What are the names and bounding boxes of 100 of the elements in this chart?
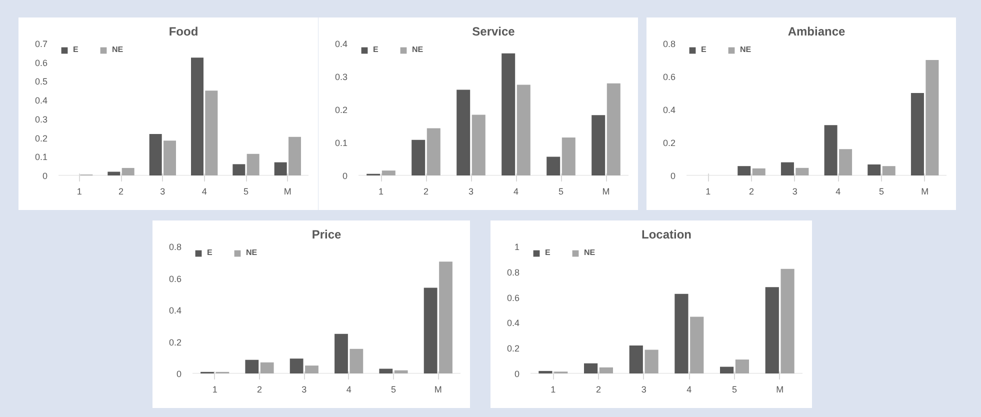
legend-label: NE: [412, 45, 424, 54]
x-tick-label: 5: [558, 186, 564, 196]
bar: [426, 128, 440, 176]
bar: [629, 346, 643, 374]
chart-title: Food: [168, 24, 198, 38]
x-tick-label: 2: [118, 186, 124, 196]
bar: [108, 172, 120, 176]
bar: [910, 93, 924, 176]
y-tick-label: 0.1: [334, 138, 348, 148]
y-tick-label: 0.2: [34, 133, 48, 144]
x-tick-label: 1: [378, 186, 384, 196]
y-tick-label: 0.7: [34, 39, 48, 49]
y-tick-label: 0.3: [334, 72, 348, 82]
bar: [584, 363, 598, 374]
bar: [720, 366, 734, 374]
y-tick-label: 0: [342, 171, 348, 181]
bar: [191, 58, 204, 176]
bar: [644, 350, 658, 374]
bar: [288, 136, 301, 176]
x-tick-label: 3: [641, 384, 646, 394]
y-tick-label: 0: [42, 171, 48, 181]
bar: [379, 368, 393, 374]
bar: [122, 168, 134, 176]
chart-title: Service: [472, 24, 516, 38]
legend-label: NE: [584, 248, 596, 257]
legend-label: E: [545, 248, 552, 257]
chart-title: Price: [312, 228, 342, 242]
y-tick-label: 0.4: [34, 96, 48, 106]
x-tick-label: 2: [748, 186, 754, 196]
x-tick-label: 4: [513, 186, 519, 196]
legend-label: E: [701, 45, 708, 54]
y-tick-label: 0.8: [662, 39, 676, 49]
bar: [824, 125, 838, 176]
x-tick-label: 3: [302, 384, 307, 394]
bar: [926, 60, 939, 176]
bar: [205, 90, 218, 176]
bar: [412, 140, 426, 176]
y-tick-label: 0.2: [334, 105, 348, 115]
x-tick-label: 5: [243, 186, 249, 196]
y-tick-label: 0.2: [506, 344, 520, 354]
y-tick-label: 0.4: [662, 105, 676, 115]
legend-label: E: [373, 45, 380, 54]
bar: [149, 134, 162, 176]
bar: [260, 362, 274, 374]
bar: [350, 348, 364, 374]
x-tick-label: M: [434, 384, 442, 394]
y-tick-label: 0.4: [334, 39, 348, 49]
bar: [502, 53, 516, 176]
bar: [882, 166, 896, 176]
bar: [735, 360, 750, 374]
y-tick-label: 0.3: [34, 114, 48, 124]
bar: [516, 84, 530, 176]
bar: [305, 366, 318, 374]
x-tick-label: 3: [468, 186, 474, 196]
bar: [382, 170, 396, 176]
bar: [562, 138, 576, 176]
bar: [538, 370, 552, 374]
y-tick-label: 0.1: [34, 152, 48, 162]
bar: [546, 156, 560, 176]
bar: [245, 360, 259, 374]
x-tick-label: 1: [76, 186, 82, 196]
x-tick-label: M: [602, 186, 610, 196]
bar: [424, 288, 438, 374]
x-tick-label: 5: [878, 186, 884, 196]
x-tick-label: 1: [550, 384, 556, 394]
x-tick-label: 2: [256, 384, 262, 394]
legend-label: E: [207, 248, 214, 257]
bar: [765, 287, 779, 374]
bar: [599, 367, 614, 374]
bar: [690, 316, 704, 374]
bar: [164, 140, 176, 176]
x-tick-label: 4: [346, 384, 352, 394]
bar: [780, 268, 794, 374]
x-tick-label: 4: [686, 384, 692, 394]
legend-label: NE: [246, 248, 258, 257]
x-tick-label: M: [776, 384, 784, 394]
x-tick-label: M: [921, 186, 929, 196]
bar: [780, 162, 794, 176]
y-tick-label: 0.8: [506, 267, 520, 278]
y-tick-label: 0: [176, 369, 182, 379]
y-tick-label: 0.2: [168, 337, 182, 348]
bar: [752, 168, 766, 176]
bar: [246, 154, 260, 176]
x-tick-label: 3: [160, 186, 166, 196]
x-tick-label: 4: [202, 186, 207, 196]
y-tick-label: 1: [514, 242, 520, 252]
bar: [472, 114, 486, 176]
y-tick-label: 0.8: [168, 242, 182, 252]
y-tick-label: 0: [670, 171, 676, 181]
y-tick-label: 0.6: [168, 274, 182, 284]
bar: [456, 90, 470, 176]
bar: [592, 115, 606, 176]
x-tick-label: 2: [423, 186, 429, 196]
bar: [274, 162, 287, 176]
y-tick-label: 0.4: [168, 306, 182, 316]
legend-label: E: [73, 45, 80, 54]
bar: [439, 262, 452, 374]
bar: [290, 358, 304, 374]
x-tick-label: 5: [390, 384, 396, 394]
bar: [674, 294, 688, 374]
